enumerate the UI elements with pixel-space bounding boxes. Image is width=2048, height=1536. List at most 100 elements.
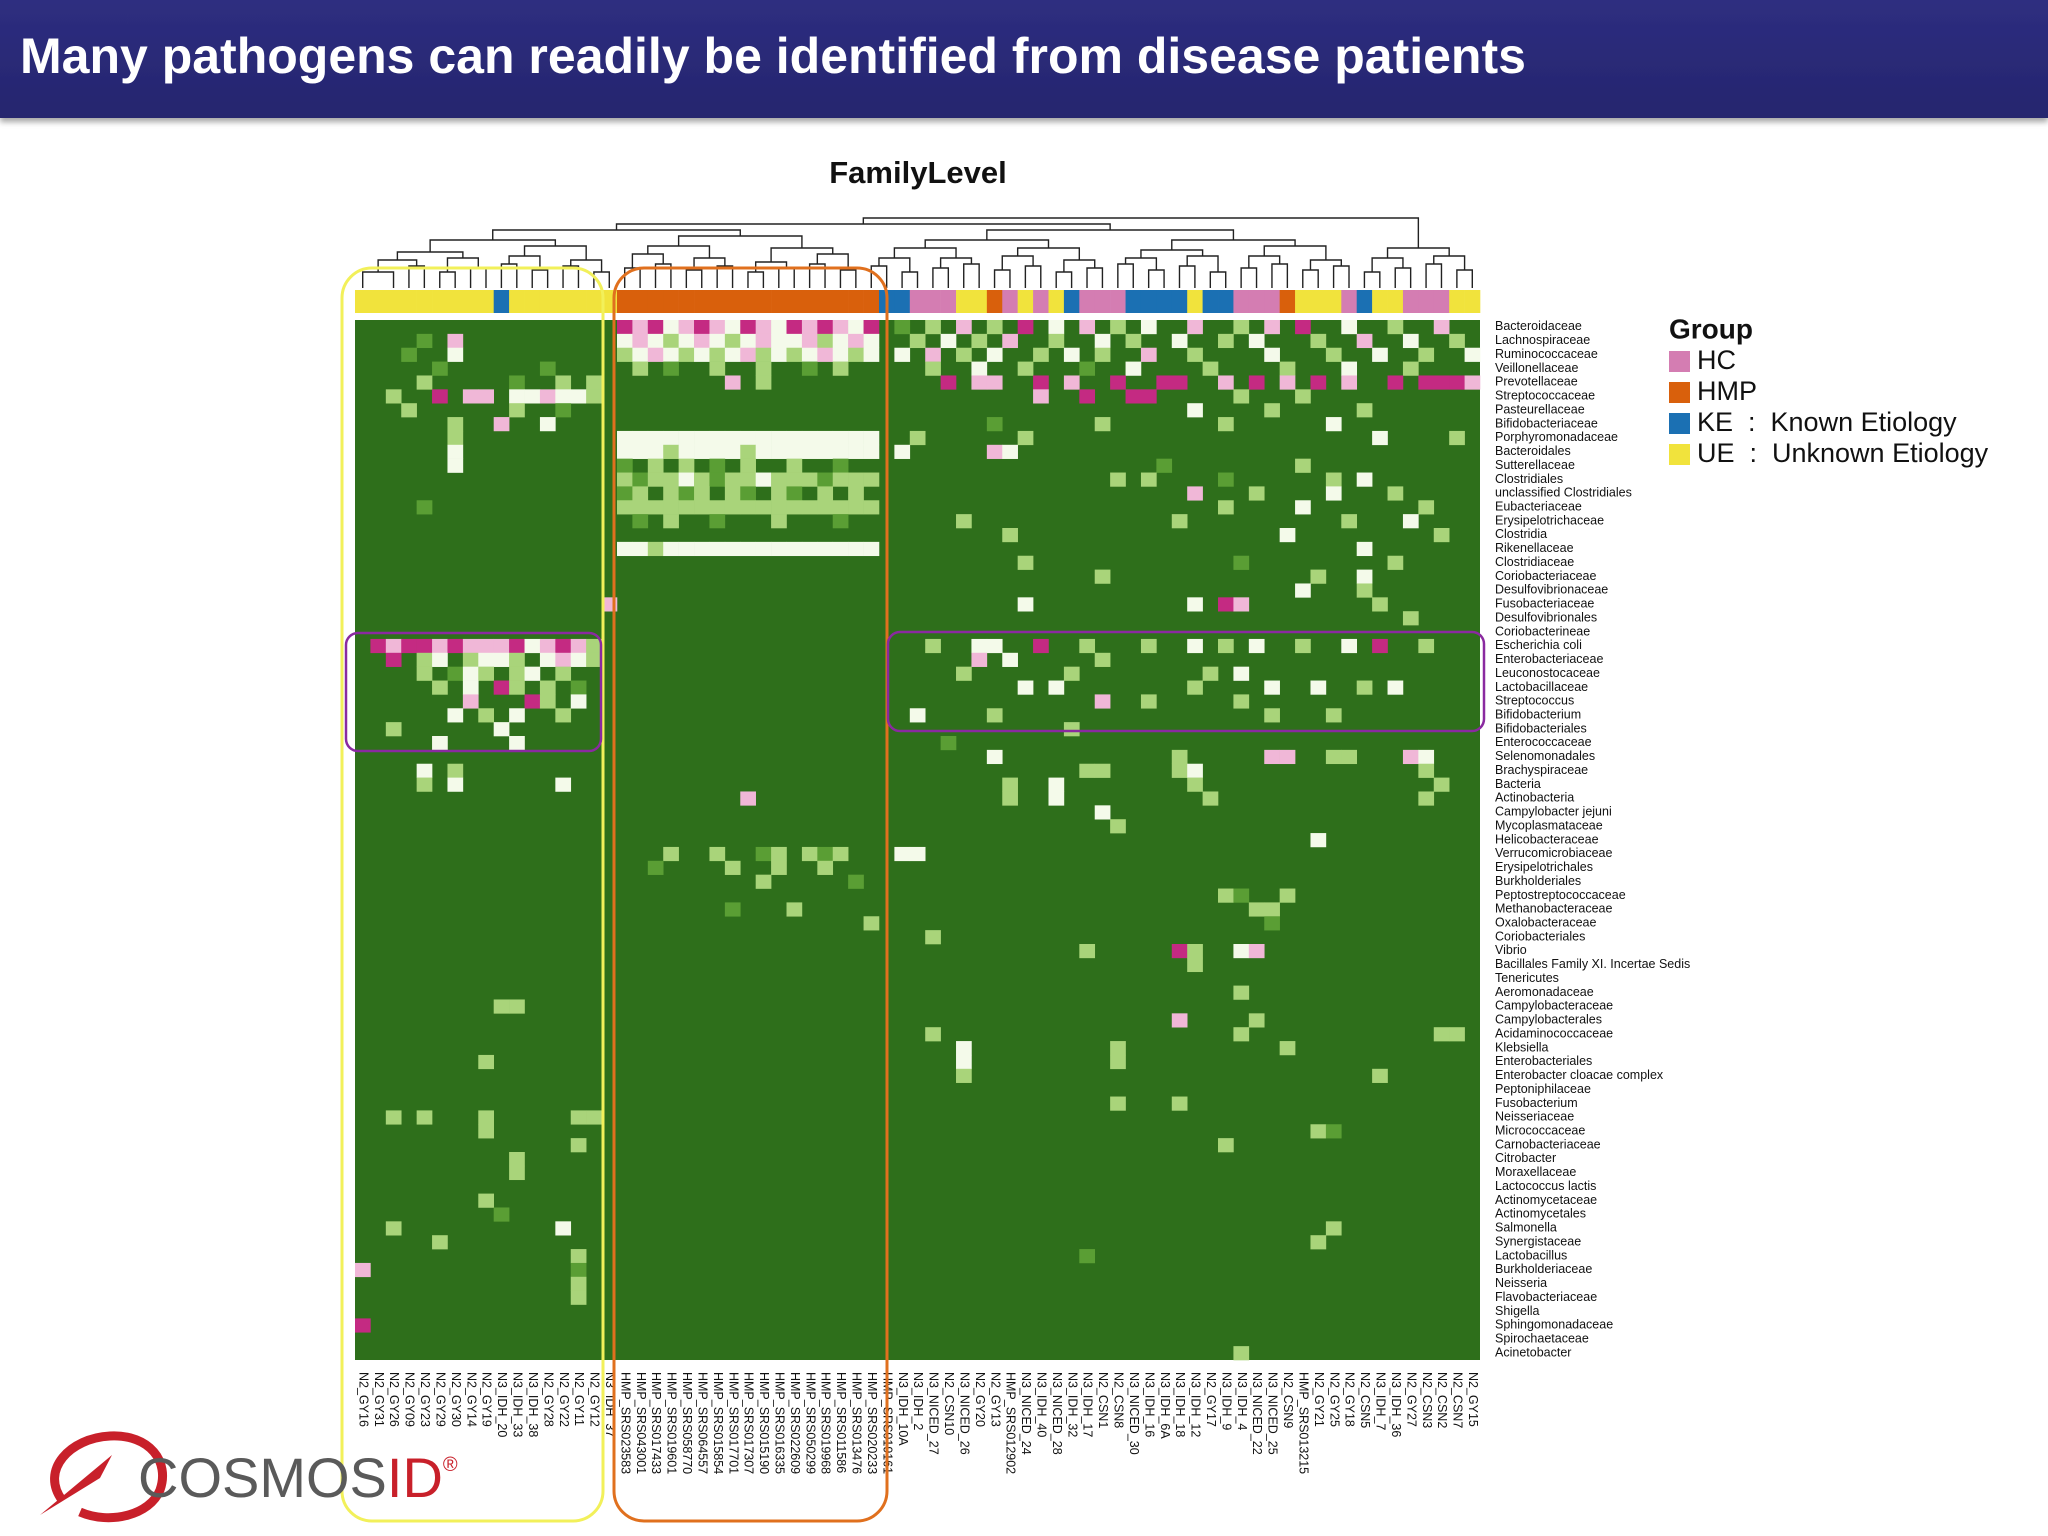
- group-bar-cell: [647, 290, 664, 313]
- heatmap-cell: [1325, 1124, 1342, 1139]
- heatmap-cell: [1033, 638, 1049, 654]
- column-label: N2_GY18: [1343, 1372, 1357, 1427]
- heatmap-cell: [478, 389, 494, 404]
- heatmap-cell: [1156, 375, 1173, 390]
- heatmap-cell: [1418, 749, 1435, 765]
- heatmap-cell: [1140, 638, 1157, 654]
- heatmap-cell: [570, 1276, 587, 1291]
- heatmap-cell: [1295, 500, 1311, 515]
- heatmap-cell: [709, 430, 726, 446]
- heatmap-cell: [1264, 680, 1280, 695]
- column-label: N2_GY14: [464, 1372, 478, 1427]
- heatmap-cell: [740, 500, 756, 515]
- group-bar-cell: [509, 290, 525, 313]
- row-label: Tenericutes: [1495, 971, 1559, 985]
- heatmap-cell: [740, 347, 756, 362]
- row-label: Helicobacteraceae: [1495, 832, 1599, 846]
- dendrogram-branch: [1171, 239, 1296, 250]
- heatmap-cell: [1449, 333, 1465, 349]
- heatmap-cell: [940, 333, 957, 349]
- heatmap-cell: [447, 458, 464, 473]
- heatmap-cell: [909, 333, 926, 349]
- row-label: Bifidobacteriales: [1495, 721, 1587, 735]
- heatmap-cell: [1171, 944, 1188, 959]
- heatmap-cell: [755, 500, 772, 515]
- heatmap-cell: [1356, 583, 1373, 598]
- heatmap-cell: [570, 1290, 587, 1305]
- heatmap-cell: [1218, 375, 1234, 390]
- legend-swatch: [1669, 444, 1690, 465]
- column-label: HMP_SRS017701: [726, 1372, 740, 1474]
- heatmap-cell: [1279, 749, 1296, 765]
- heatmap-cell: [1140, 472, 1157, 487]
- heatmap-cell: [570, 1138, 587, 1153]
- heatmap-cell: [863, 347, 880, 362]
- column-label: N3_IDH_6A: [1158, 1372, 1172, 1439]
- group-bar-cell: [616, 290, 633, 313]
- group-bar-cell: [1341, 290, 1358, 313]
- column-label: N2_GY31: [372, 1372, 386, 1427]
- heatmap-cell: [817, 444, 834, 459]
- heatmap-cell: [1187, 957, 1203, 973]
- heatmap-cell: [1094, 694, 1111, 709]
- heatmap-cell: [355, 1318, 371, 1333]
- heatmap-cell: [817, 472, 834, 487]
- group-bar-cell: [956, 290, 972, 313]
- heatmap-cell: [1356, 472, 1373, 487]
- column-label: N2_CSN1: [1096, 1372, 1110, 1428]
- heatmap-cell: [740, 486, 756, 501]
- row-label: Acidaminococcaceae: [1495, 1026, 1613, 1040]
- heatmap-cell: [1048, 791, 1065, 806]
- heatmap-cell: [1233, 555, 1250, 570]
- heatmap-cell: [678, 472, 695, 487]
- row-label: Lactobacillaceae: [1495, 680, 1588, 694]
- heatmap-cell: [1449, 375, 1465, 390]
- heatmap-cell: [1325, 1221, 1342, 1236]
- heatmap-cell: [709, 500, 726, 515]
- group-bar-cell: [385, 290, 402, 313]
- heatmap-cell: [1218, 333, 1234, 349]
- heatmap-cell: [1233, 944, 1250, 959]
- heatmap-cell: [509, 736, 525, 751]
- heatmap-cell: [755, 846, 772, 862]
- row-label: Bacillales Family XI. Incertae Sedis: [1495, 957, 1690, 971]
- heatmap-cell: [1233, 1346, 1250, 1361]
- heatmap-cell: [956, 1068, 972, 1083]
- heatmap-cell: [385, 652, 402, 667]
- row-label: Flavobacteriaceae: [1495, 1290, 1597, 1304]
- heatmap-cell: [1325, 417, 1342, 432]
- heatmap-cell: [771, 320, 787, 335]
- heatmap-cell: [1248, 1013, 1265, 1028]
- heatmap-cell: [632, 333, 649, 349]
- column-label: N2_GY28: [541, 1372, 555, 1427]
- heatmap-cell: [1310, 1235, 1327, 1250]
- heatmap-cell: [724, 541, 741, 557]
- column-label: N2_CSN10: [942, 1372, 956, 1435]
- heatmap-cell: [447, 430, 464, 446]
- heatmap-cell: [524, 694, 541, 709]
- row-label: Burkholderiaceae: [1495, 1262, 1592, 1276]
- heatmap-cell: [385, 1110, 402, 1125]
- heatmap-cell: [832, 541, 849, 557]
- group-bar-cell: [709, 290, 726, 313]
- column-label: HMP_SRS015190: [757, 1372, 771, 1474]
- heatmap-cell: [1079, 361, 1096, 376]
- heatmap-cell: [694, 500, 710, 515]
- column-label: N3_NICED_26: [957, 1372, 971, 1455]
- heatmap-cell: [385, 722, 402, 737]
- heatmap-cell: [1387, 486, 1404, 501]
- column-label: N3_IDH_16: [1142, 1372, 1156, 1437]
- heatmap-cell: [1002, 791, 1018, 806]
- dendrogram-branch: [1024, 265, 1042, 288]
- dendrogram-branch: [986, 229, 1235, 240]
- heatmap-cell: [1094, 347, 1111, 362]
- group-bar-cell: [555, 290, 572, 313]
- heatmap-cell: [509, 1152, 525, 1167]
- legend-swatch: [1669, 382, 1690, 403]
- group-bar-cell: [1002, 290, 1018, 313]
- row-label: Clostridiaceae: [1495, 555, 1574, 569]
- row-label: Clostridiales: [1495, 472, 1563, 486]
- heatmap-cell: [740, 444, 756, 459]
- column-label: N2_GY17: [1204, 1372, 1218, 1427]
